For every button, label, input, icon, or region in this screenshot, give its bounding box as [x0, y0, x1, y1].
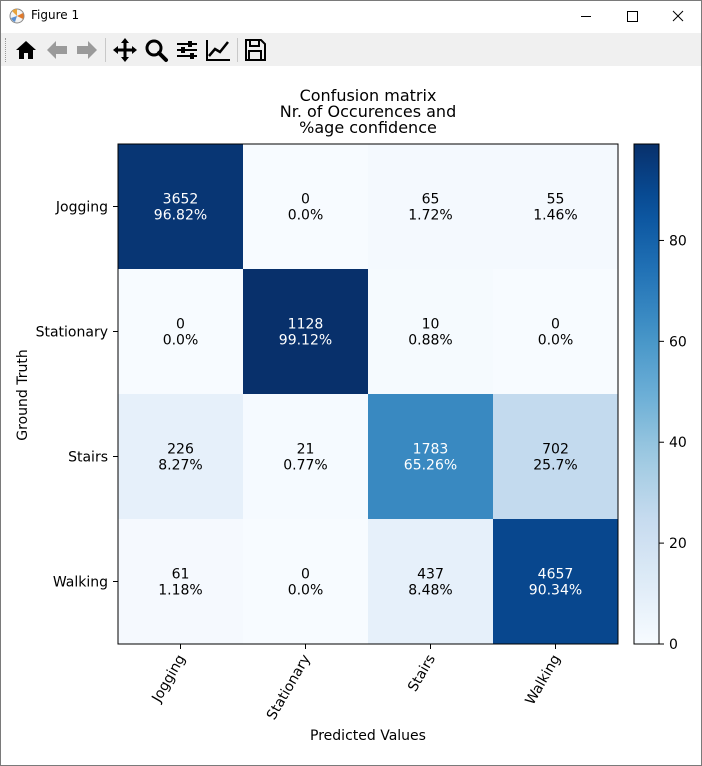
minimize-button[interactable]	[563, 1, 609, 32]
heatmap-cell	[243, 519, 369, 645]
cell-count-label: 55	[547, 192, 565, 208]
cell-count-label: 1128	[288, 317, 324, 333]
x-tick-label: Stairs	[405, 652, 439, 695]
x-tick-label: Stationary	[264, 652, 314, 723]
cell-percent-label: 1.46%	[533, 208, 577, 224]
colorbar	[633, 143, 660, 645]
axes-frame	[117, 143, 619, 645]
cell-count-label: 437	[417, 567, 444, 583]
cell-count-label: 3652	[163, 192, 199, 208]
heatmap-cell	[243, 144, 369, 270]
back-icon[interactable]	[43, 36, 71, 64]
y-tick-label: Walking	[53, 575, 108, 591]
colorbar-tick-label: 0	[669, 637, 678, 653]
x-axis-label: Predicted Values	[310, 728, 426, 744]
heatmap-cell	[118, 144, 244, 270]
maximize-button[interactable]	[609, 1, 655, 32]
cell-count-label: 702	[542, 442, 569, 458]
cell-count-label: 1783	[413, 442, 449, 458]
heatmap-cell	[118, 269, 244, 395]
cell-count-label: 0	[551, 317, 560, 333]
x-tick-label: Walking	[523, 652, 564, 708]
configure-subplots-icon[interactable]	[173, 36, 201, 64]
cell-percent-label: 0.0%	[288, 208, 324, 224]
heatmap-cell	[368, 144, 494, 270]
chart-title-line: Nr. of Occurences and	[280, 102, 456, 121]
cell-percent-label: 1.18%	[158, 583, 202, 599]
save-icon[interactable]	[241, 36, 269, 64]
cell-percent-label: 0.88%	[408, 333, 452, 349]
matplotlib-app-icon	[9, 8, 25, 24]
heatmap-cell	[243, 269, 369, 395]
heatmap-cell	[118, 394, 244, 520]
window-title: Figure 1	[31, 8, 80, 22]
x-tick-labels: Jogging Stationary Stairs Walking	[149, 644, 564, 723]
y-tick-labels: Jogging Stationary Stairs Walking	[36, 200, 118, 591]
y-tick-label: Stairs	[68, 450, 108, 466]
toolbar-separator	[237, 38, 238, 62]
cell-percent-label: 8.48%	[408, 583, 452, 599]
cell-percent-label: 99.12%	[279, 333, 332, 349]
cell-percent-label: 0.0%	[163, 333, 199, 349]
heatmap-cells	[118, 144, 619, 645]
edit-axis-icon[interactable]	[204, 36, 232, 64]
colorbar-ticks: 0 20 40 60 80	[659, 233, 687, 653]
cell-count-label: 65	[422, 192, 440, 208]
cell-percent-label: 96.82%	[154, 208, 207, 224]
cell-percent-label: 1.72%	[408, 208, 452, 224]
cell-count-label: 0	[301, 192, 310, 208]
x-tick-label: Jogging	[149, 652, 189, 706]
y-axis-label: Ground Truth	[15, 349, 31, 440]
navigation-toolbar	[1, 33, 701, 66]
cell-count-label: 0	[176, 317, 185, 333]
cell-count-label: 21	[297, 442, 315, 458]
cell-percent-label: 0.0%	[288, 583, 324, 599]
cell-count-label: 10	[422, 317, 440, 333]
cell-count-label: 61	[172, 567, 190, 583]
title-bar: Figure 1	[1, 1, 701, 32]
chart-title-line: Confusion matrix	[300, 86, 437, 105]
close-button[interactable]	[655, 1, 701, 32]
cell-percent-label: 65.26%	[404, 458, 457, 474]
pan-icon[interactable]	[111, 36, 139, 64]
cell-percent-label: 90.34%	[529, 583, 582, 599]
toolbar-grip[interactable]	[5, 38, 8, 62]
colorbar-tick-label: 60	[669, 334, 687, 350]
colorbar-tick-label: 40	[669, 435, 687, 451]
heatmap-cell	[243, 394, 369, 520]
cell-count-label: 4657	[538, 567, 574, 583]
heatmap-cell	[493, 519, 619, 645]
chart-title-line: %age confidence	[299, 118, 437, 137]
heatmap-cell	[368, 519, 494, 645]
y-tick-label: Jogging	[55, 200, 108, 216]
heatmap-cell	[368, 269, 494, 395]
cell-annotations: 365296.82%00.0%651.72%551.46%00.0%112899…	[154, 192, 582, 599]
zoom-icon[interactable]	[142, 36, 170, 64]
cell-percent-label: 8.27%	[158, 458, 202, 474]
forward-icon[interactable]	[73, 36, 101, 64]
heatmap-cell	[493, 144, 619, 270]
toolbar-separator	[105, 38, 106, 62]
cell-percent-label: 0.77%	[283, 458, 327, 474]
heatmap-cell	[493, 269, 619, 395]
colorbar-tick-label: 20	[669, 536, 687, 552]
heatmap-cell	[493, 394, 619, 520]
heatmap-cell	[368, 394, 494, 520]
heatmap-cell	[118, 519, 244, 645]
cell-count-label: 226	[167, 442, 194, 458]
home-icon[interactable]	[12, 36, 40, 64]
y-tick-label: Stationary	[36, 325, 108, 341]
cell-percent-label: 25.7%	[533, 458, 577, 474]
cell-percent-label: 0.0%	[538, 333, 574, 349]
colorbar-tick-label: 80	[669, 233, 687, 249]
cell-count-label: 0	[301, 567, 310, 583]
